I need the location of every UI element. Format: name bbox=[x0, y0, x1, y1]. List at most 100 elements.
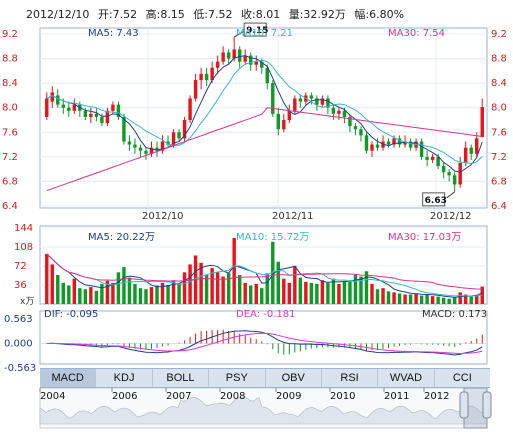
candle-body bbox=[463, 147, 468, 163]
volume-bar bbox=[50, 264, 54, 304]
price-ma30-label: MA30: 7.54 bbox=[388, 28, 445, 39]
volume-bar bbox=[249, 285, 253, 304]
tab-rsi[interactable]: RSI bbox=[322, 369, 379, 387]
candle-body bbox=[342, 110, 347, 117]
low-label: 低:7.52 bbox=[193, 8, 233, 21]
macd-tick: 0.563 bbox=[4, 314, 33, 325]
candle-body bbox=[359, 129, 363, 136]
volume-bar bbox=[386, 291, 391, 304]
volume-bar bbox=[149, 287, 154, 304]
volume-bar bbox=[359, 276, 363, 304]
price-tick-right: 9.2 bbox=[491, 29, 507, 40]
navigator-handle-left[interactable] bbox=[459, 391, 469, 419]
candle-body bbox=[276, 113, 280, 130]
candle-body bbox=[353, 126, 358, 130]
volume-bar bbox=[111, 282, 115, 304]
candle-body bbox=[452, 175, 457, 185]
candle-body bbox=[83, 110, 88, 117]
high-annotation: 9.15 bbox=[246, 26, 268, 36]
close-label: 收:8.01 bbox=[241, 8, 281, 21]
volume-bar bbox=[204, 274, 209, 304]
candle-body bbox=[375, 144, 380, 148]
tab-obv[interactable]: OBV bbox=[266, 369, 322, 387]
volume-bar bbox=[94, 290, 99, 304]
price-panel-frame bbox=[39, 27, 488, 209]
info-bar: 2012/12/10 开:7.52 高:8.15 低:7.52 收:8.01 量… bbox=[26, 6, 409, 22]
candle-body bbox=[50, 92, 54, 102]
macd-dif-label: DIF: -0.095 bbox=[44, 309, 98, 320]
volume-bar bbox=[78, 288, 82, 304]
tab-cci[interactable]: CCI bbox=[452, 372, 472, 384]
navigator-year-2010: 2010 bbox=[330, 391, 355, 402]
volume-bar bbox=[414, 293, 418, 304]
volume-bar bbox=[315, 283, 319, 304]
candle-body bbox=[215, 61, 220, 68]
volume-bar bbox=[226, 273, 231, 304]
volume-bar bbox=[326, 282, 330, 304]
candle-body bbox=[370, 144, 374, 151]
price-tick-right: 8.4 bbox=[491, 78, 507, 89]
volume-bar bbox=[293, 266, 297, 304]
timeline-navigator[interactable]: 2004 2006 2007 2008 2009 2010 2011 2012 bbox=[39, 387, 492, 429]
volume-bar bbox=[353, 274, 358, 304]
candle-body bbox=[56, 95, 60, 105]
volume-bar bbox=[116, 272, 121, 304]
candle-body bbox=[72, 104, 77, 111]
navigator-handle-right[interactable] bbox=[482, 391, 492, 419]
tab-psy[interactable]: PSY bbox=[209, 369, 266, 387]
candle-body bbox=[155, 147, 159, 151]
tab-macd[interactable]: MACD bbox=[40, 369, 97, 387]
price-tick-right: 7.6 bbox=[491, 127, 507, 138]
high-pointer bbox=[233, 30, 245, 38]
macd-tick: 0.000 bbox=[4, 339, 33, 350]
volume-ma10-label: MA10: 15.72万 bbox=[236, 232, 309, 243]
volume-bar bbox=[342, 281, 347, 304]
candle-body bbox=[182, 120, 187, 139]
tab-wvad[interactable]: WVAD bbox=[378, 369, 435, 387]
navigator-year-2004: 2004 bbox=[40, 391, 65, 402]
volume-bar bbox=[276, 261, 280, 304]
candle-body bbox=[436, 156, 440, 167]
navigator-year-2011: 2011 bbox=[384, 391, 409, 402]
volume-bar bbox=[210, 268, 214, 304]
change-label: 幅:6.80% bbox=[354, 8, 405, 21]
volume-bar bbox=[182, 272, 187, 304]
volume-bar bbox=[282, 278, 286, 304]
candle-body bbox=[265, 67, 269, 84]
price-tick-left: 9.2 bbox=[2, 29, 18, 40]
volume-bar bbox=[381, 288, 385, 304]
volume-bar bbox=[458, 292, 462, 304]
price-tick-left: 7.2 bbox=[2, 152, 18, 163]
tab-kdj[interactable]: KDJ bbox=[96, 369, 153, 387]
price-ma10-label: MA10: 7.21 bbox=[236, 28, 293, 39]
low-annotation: 6.63 bbox=[425, 196, 447, 206]
candle-body bbox=[348, 116, 352, 127]
candle-body bbox=[166, 141, 170, 145]
navigator-year-2008: 2008 bbox=[220, 391, 245, 402]
volume-bar bbox=[122, 267, 126, 304]
volume-bar bbox=[171, 280, 176, 304]
volume-tick: 36 bbox=[14, 280, 27, 291]
volume-bar bbox=[105, 280, 110, 304]
volume-bar bbox=[425, 294, 429, 304]
price-x-label-nov: 2012/11 bbox=[272, 211, 314, 222]
candle-body bbox=[480, 107, 484, 138]
price-tick-left: 7.6 bbox=[2, 127, 18, 138]
volume-bar bbox=[419, 295, 424, 304]
tab-boll[interactable]: BOLL bbox=[153, 369, 210, 387]
navigator-year-2012: 2012 bbox=[424, 391, 449, 402]
volume-bar bbox=[188, 264, 192, 304]
volume-bar bbox=[320, 280, 325, 304]
volume-bar bbox=[265, 273, 269, 304]
volume-unit-label: x万 bbox=[20, 297, 34, 307]
macd-tick: -0.563 bbox=[4, 363, 36, 374]
candle-body bbox=[177, 132, 181, 139]
volume-ma5-label: MA5: 20.22万 bbox=[88, 232, 155, 243]
volume-bar bbox=[397, 293, 402, 304]
candle-body bbox=[61, 104, 66, 108]
volume-ma10-line bbox=[46, 253, 483, 297]
candle-body bbox=[309, 95, 314, 99]
date-label: 2012/12/10 bbox=[26, 8, 90, 21]
volume-bar bbox=[304, 281, 308, 304]
